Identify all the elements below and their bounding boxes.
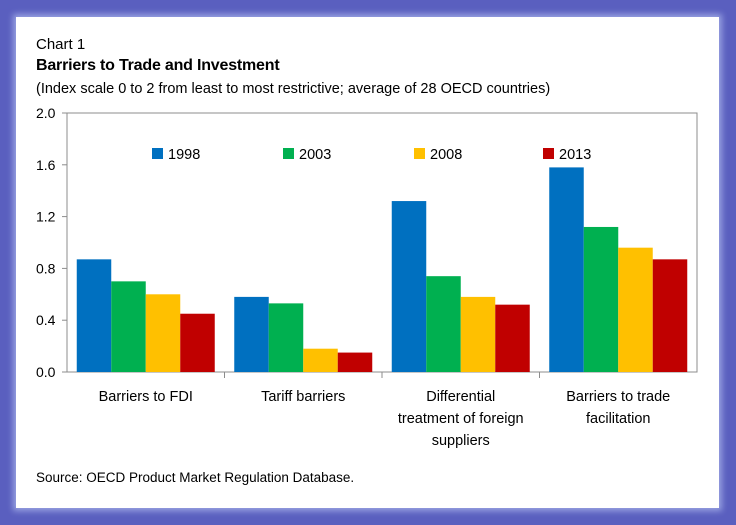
bar-2008-3	[618, 247, 653, 372]
bar-1998-0	[76, 259, 112, 372]
x-category-label: Differential	[426, 389, 495, 405]
x-category-label: treatment of foreign	[398, 411, 524, 427]
source-note: Source: OECD Product Market Regulation D…	[36, 470, 355, 485]
bar-1998-3	[549, 167, 584, 372]
y-tick-label: 1.6	[36, 157, 56, 173]
bar-2013-0	[180, 313, 215, 372]
chart-number-label: Chart 1	[36, 36, 86, 53]
chart-frame: Chart 1 Barriers to Trade and Investment…	[16, 17, 719, 508]
y-tick-label: 1.2	[36, 209, 56, 225]
y-tick-label: 0.8	[36, 260, 56, 276]
legend-label-2008: 2008	[430, 147, 462, 163]
bar-chart: 0.0 0.4 0.8 1.2 1.6 2.0 Barriers to FDI Tariff …	[36, 105, 698, 449]
y-tick-label: 0.0	[36, 364, 56, 380]
y-tick-label: 2.0	[36, 105, 56, 121]
legend-swatch-2013	[543, 148, 554, 159]
bar-2008-0	[145, 294, 181, 372]
bar-2008-1	[303, 348, 338, 372]
y-tick-label: 0.4	[36, 312, 56, 328]
bar-1998-2	[391, 201, 427, 372]
bar-1998-1	[234, 296, 269, 372]
x-category-label: Barriers to trade	[566, 389, 670, 405]
bar-2003-1	[268, 303, 304, 372]
legend-label-1998: 1998	[168, 147, 200, 163]
legend-swatch-1998	[152, 148, 163, 159]
legend-swatch-2008	[414, 148, 425, 159]
x-category-label: facilitation	[586, 411, 650, 427]
bar-2013-3	[652, 259, 688, 372]
x-category-label: Tariff barriers	[261, 389, 345, 405]
bar-2003-0	[111, 281, 146, 372]
chart-title: Barriers to Trade and Investment	[36, 57, 280, 74]
bar-2013-1	[337, 352, 373, 372]
bar-2003-3	[583, 226, 619, 372]
legend-swatch-2003	[283, 148, 294, 159]
bar-2003-2	[426, 276, 461, 372]
x-category-label: Barriers to FDI	[99, 389, 193, 405]
bar-2013-2	[495, 304, 530, 372]
x-category-label: suppliers	[432, 433, 490, 449]
legend-label-2013: 2013	[559, 147, 591, 163]
legend-label-2003: 2003	[299, 147, 331, 163]
bar-2008-2	[460, 296, 496, 372]
chart-subtitle: (Index scale 0 to 2 from least to most r…	[36, 81, 551, 97]
